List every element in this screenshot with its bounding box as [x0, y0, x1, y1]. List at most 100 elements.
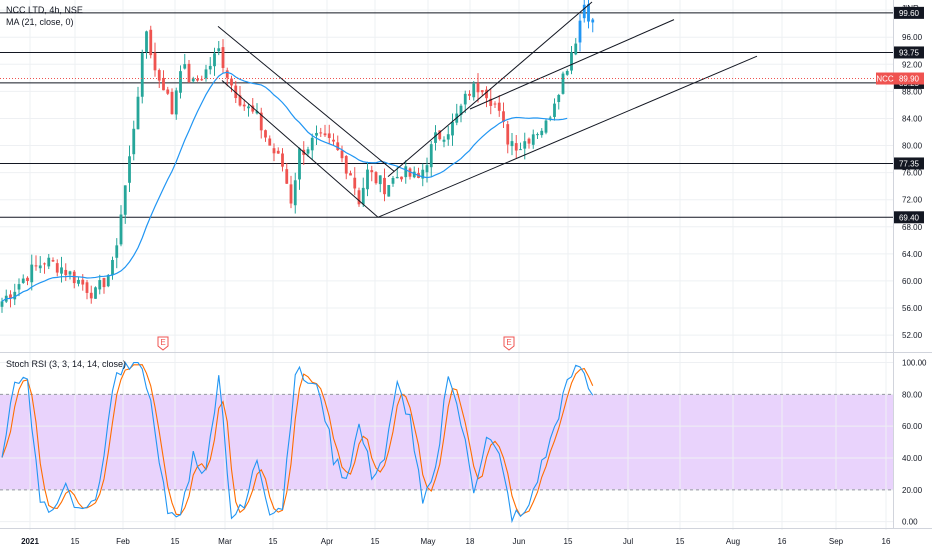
trend-line[interactable] [387, 1, 593, 178]
candle-body [361, 187, 365, 205]
candle-body [196, 78, 199, 81]
candle-body [459, 105, 463, 116]
candle-body [544, 120, 548, 133]
candle-body [400, 176, 403, 180]
candle-body [51, 260, 55, 262]
candle-body [332, 139, 335, 142]
price-tick-label: 56.00 [902, 304, 923, 313]
candle-body [204, 69, 208, 79]
trend-line[interactable] [221, 80, 379, 218]
candle-body [98, 280, 102, 290]
candle-body [383, 177, 386, 195]
moving-average-line[interactable] [1, 71, 568, 302]
candle-body [323, 133, 327, 136]
candle-body [523, 141, 527, 149]
candle-body [136, 96, 140, 130]
candle-body [587, 4, 590, 22]
stoch-k-line[interactable] [1, 361, 594, 524]
candle-body [574, 43, 578, 55]
candle-body [259, 112, 263, 131]
candle-body [493, 103, 497, 105]
time-tick-label: Jul [623, 537, 633, 546]
price-tick-label: 84.00 [902, 114, 923, 123]
time-tick-label: 15 [71, 537, 80, 546]
candle-body [272, 148, 276, 154]
candle-body [472, 83, 476, 98]
candle-body [497, 102, 501, 111]
time-tick-label: 2021 [21, 537, 39, 546]
time-tick-label: Sep [829, 537, 844, 546]
candle-body [187, 63, 191, 83]
candle-body [527, 138, 531, 144]
candle-body [251, 105, 255, 112]
candle-body [64, 269, 68, 276]
level-price-tag-label: 77.35 [899, 159, 920, 168]
candle-body [315, 132, 318, 136]
candle-body [68, 271, 72, 275]
candle-body [276, 150, 280, 154]
candle-body [238, 95, 242, 106]
candle-body [89, 292, 93, 299]
candle-body [298, 148, 301, 180]
price-tick-label: 80.00 [902, 142, 923, 151]
time-tick-label: 18 [466, 537, 475, 546]
rsi-tick-label: 100.00 [902, 359, 927, 368]
candle-body [145, 31, 148, 52]
price-tick-label: 52.00 [902, 331, 923, 340]
candle-body [242, 104, 246, 107]
current-price-tag [894, 72, 924, 85]
candle-body [0, 301, 4, 307]
earnings-marker[interactable] [157, 336, 169, 351]
time-tick-label: Jun [513, 537, 526, 546]
candle-body [310, 137, 314, 151]
price-tick-label: 72.00 [902, 196, 923, 205]
price-tick-label: 76.00 [902, 169, 923, 178]
candle-body [578, 20, 582, 43]
candle-body [21, 278, 25, 283]
symbol-legend[interactable]: NCC LTD, 4h, NSE [6, 5, 83, 15]
candle-body [408, 168, 412, 177]
candle-body [451, 121, 454, 136]
price-tick-label: 64.00 [902, 250, 923, 259]
ma-legend[interactable]: MA (21, close, 0) [6, 17, 74, 27]
candle-body [391, 177, 395, 184]
candle-body [140, 53, 144, 97]
candle-body [395, 176, 399, 179]
candle-body [570, 52, 573, 71]
candle-body [13, 291, 17, 300]
candle-body [85, 282, 89, 293]
candle-body [47, 257, 51, 267]
candle-body [132, 128, 136, 155]
candle-body [366, 169, 369, 190]
candle-body [106, 275, 110, 287]
candle-body [378, 175, 382, 185]
time-tick-label: 16 [882, 537, 891, 546]
rsi-tick-label: 40.00 [902, 454, 923, 463]
earnings-marker-label: E [506, 338, 511, 347]
candle-body [208, 65, 212, 70]
trend-line[interactable] [377, 55, 758, 218]
time-tick-label: 15 [676, 537, 685, 546]
symbol-tag [876, 72, 894, 85]
candle-body [123, 185, 127, 215]
candle-body [519, 149, 522, 151]
candle-body [548, 117, 552, 119]
candle-body [557, 94, 561, 103]
candle-body [468, 93, 471, 96]
time-tick-label: Aug [726, 537, 740, 546]
candle-body [531, 134, 535, 145]
trend-line[interactable] [217, 26, 395, 172]
candle-body [60, 267, 63, 274]
price-tick-label: 68.00 [902, 223, 923, 232]
candle-body [191, 78, 195, 82]
candle-body [289, 184, 293, 204]
candle-body [30, 264, 34, 283]
candle-body [162, 77, 165, 91]
price-tick-label: 96.00 [902, 33, 923, 42]
earnings-marker[interactable] [503, 336, 515, 351]
trend-line[interactable] [469, 19, 675, 110]
rsi-tick-label: 60.00 [902, 422, 923, 431]
candle-body [268, 138, 272, 146]
stoch-d-line[interactable] [1, 364, 594, 517]
rsi-legend[interactable]: Stoch RSI (3, 3, 14, 14, close) [6, 359, 127, 369]
